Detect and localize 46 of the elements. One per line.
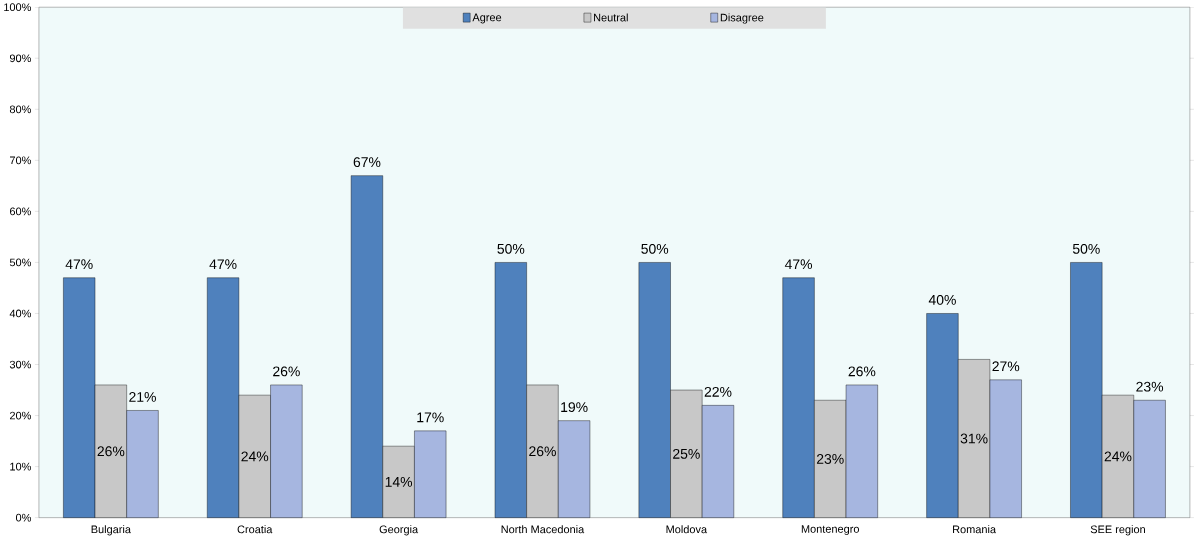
- legend-label: Disagree: [720, 13, 764, 24]
- legend-label: Neutral: [594, 13, 628, 22]
- y-tick-label: 10%: [10, 462, 31, 471]
- x-tick-label: Croatia: [237, 525, 273, 534]
- x-tick-label: Montenegro: [801, 525, 860, 536]
- x-tick-label: SEE region: [1090, 525, 1145, 536]
- legend-label: Agree: [472, 13, 502, 24]
- data-label: 40%: [928, 295, 956, 305]
- data-label: 19%: [561, 402, 588, 413]
- data-label: 27%: [992, 361, 1020, 372]
- y-tick-label: 80%: [9, 105, 31, 114]
- y-tick-label: 90%: [9, 54, 31, 63]
- x-tick-label: Romania: [953, 525, 997, 534]
- y-tick-label: 70%: [10, 156, 31, 165]
- data-label: 23%: [816, 454, 844, 465]
- data-label: 14%: [385, 477, 413, 487]
- data-label: 26%: [529, 446, 556, 457]
- data-label: 26%: [273, 366, 300, 377]
- x-tick-label: North Macedonia: [501, 525, 585, 534]
- data-label: 25%: [673, 449, 700, 459]
- y-tick-label: 20%: [9, 411, 31, 420]
- x-tick-label: Moldova: [666, 525, 708, 534]
- x-tick-label: Georgia: [379, 525, 419, 536]
- data-label: 47%: [784, 259, 813, 270]
- data-label: 17%: [417, 412, 444, 423]
- data-label: 47%: [209, 259, 237, 270]
- x-tick-label: Bulgaria: [91, 525, 131, 536]
- y-tick-label: 0%: [15, 513, 31, 522]
- data-label: 50%: [497, 244, 525, 254]
- data-label: 50%: [641, 244, 669, 254]
- data-label: 21%: [129, 392, 156, 402]
- data-label: 47%: [65, 259, 93, 270]
- data-label: 22%: [704, 387, 732, 397]
- data-label: 50%: [1072, 244, 1100, 254]
- data-label: 23%: [1136, 381, 1164, 392]
- y-tick-label: 100%: [4, 3, 31, 12]
- y-tick-label: 30%: [9, 360, 31, 369]
- data-label: 24%: [1104, 451, 1132, 462]
- data-label: 26%: [97, 446, 125, 457]
- data-label: 31%: [960, 433, 988, 444]
- data-label: 24%: [241, 451, 269, 462]
- y-tick-label: 50%: [9, 258, 31, 267]
- data-label: 67%: [353, 157, 381, 168]
- y-tick-label: 40%: [9, 309, 31, 318]
- y-tick-label: 60%: [10, 207, 31, 216]
- data-label: 26%: [848, 366, 876, 377]
